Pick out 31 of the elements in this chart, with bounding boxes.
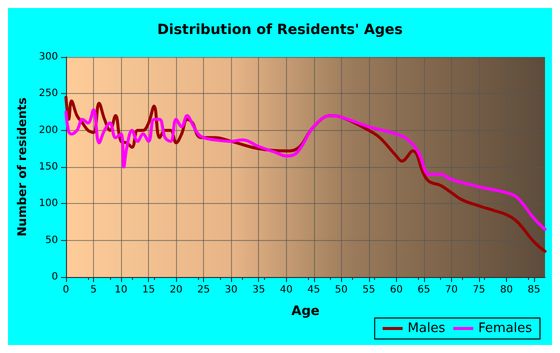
- x-tick-label: 5: [90, 284, 97, 296]
- x-tick-label: 40: [280, 284, 293, 296]
- x-tick-label: 35: [252, 284, 266, 296]
- x-tick-label: 85: [528, 284, 540, 296]
- x-tick-label: 20: [170, 284, 182, 296]
- x-tick-label: 25: [197, 284, 210, 296]
- x-tick-label: 0: [62, 284, 70, 296]
- x-tick-label: 60: [390, 284, 403, 296]
- x-tick-label: 65: [418, 284, 430, 296]
- x-axis-title: Age: [291, 304, 320, 319]
- x-tick-label: 50: [334, 284, 348, 296]
- y-tick-label: 250: [38, 88, 58, 100]
- line-series: [64, 108, 546, 231]
- legend-label: Females: [478, 321, 532, 336]
- x-tick-label: 30: [224, 284, 238, 296]
- x-tick-label: 55: [362, 284, 376, 296]
- chart-title: Distribution of Residents' Ages: [157, 22, 403, 38]
- y-tick-label: 200: [38, 124, 58, 136]
- x-tick-label: 15: [142, 284, 155, 296]
- x-tick-label: 10: [114, 284, 128, 296]
- y-axis-title: Number of residents: [15, 97, 29, 237]
- y-tick-label: 50: [45, 234, 58, 246]
- legend-label: Males: [408, 321, 446, 336]
- x-tick-label: 75: [472, 284, 486, 296]
- x-tick-label: 45: [307, 284, 320, 296]
- x-tick-label: 70: [445, 284, 458, 296]
- y-tick-label: 0: [52, 272, 58, 282]
- y-tick-label: 150: [38, 162, 58, 172]
- x-tick-label: 80: [500, 284, 513, 296]
- y-tick-label: 300: [38, 52, 58, 62]
- y-tick-label: 100: [38, 198, 58, 210]
